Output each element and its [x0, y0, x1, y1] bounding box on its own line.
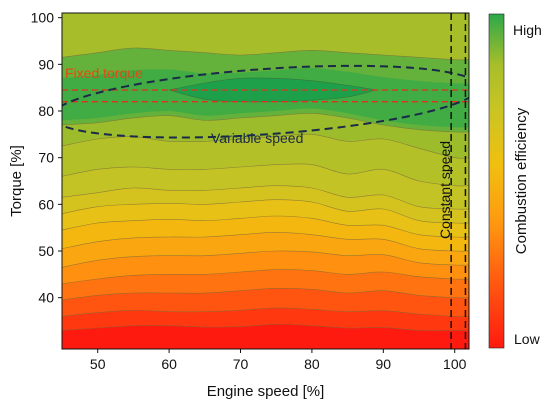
y-tick-label-60: 60	[38, 196, 54, 212]
plot-frame	[61, 12, 470, 350]
colorbar-title: Combustion efficiency	[513, 107, 530, 254]
colorbar-high-label: High	[513, 22, 542, 38]
contour-line-6	[62, 232, 469, 252]
contour-line-7	[62, 215, 469, 238]
contour-line-3	[62, 287, 469, 301]
contour-line-4	[62, 269, 469, 284]
y-axis: 40 50 60 70 80 90 100	[31, 10, 62, 306]
x-tick-label-100: 100	[443, 356, 467, 372]
x-tick-label-50: 50	[90, 356, 106, 372]
y-tick-label-40: 40	[38, 290, 54, 306]
contour-band-upper	[62, 13, 469, 60]
colorbar-low-label: Low	[514, 331, 541, 347]
variable-speed-ellipse	[62, 64, 469, 139]
variable-speed-label: Variable speed	[211, 130, 303, 146]
annotations	[62, 13, 469, 349]
y-tick-label-50: 50	[38, 243, 54, 259]
contour-line-2	[62, 307, 469, 317]
x-axis: 50 60 70 80 90 100	[90, 349, 467, 372]
y-tick-label-70: 70	[38, 150, 54, 166]
x-tick-label-70: 70	[233, 356, 249, 372]
contour-line-9	[62, 185, 469, 210]
contour-line-5	[62, 250, 469, 268]
contour-bands	[62, 13, 469, 331]
contour-line-10	[62, 163, 469, 187]
y-axis-label: Torque [%]	[8, 145, 25, 217]
contour-line-13	[62, 47, 469, 61]
x-tick-label-80: 80	[304, 356, 320, 372]
x-tick-label-60: 60	[161, 356, 177, 372]
contour-line-12	[62, 112, 469, 133]
colorbar	[488, 13, 505, 349]
contour-line-1	[62, 323, 469, 331]
y-tick-label-90: 90	[38, 56, 54, 72]
fixed-torque-label: Fixed torque	[65, 65, 143, 81]
x-tick-label-90: 90	[376, 356, 392, 372]
y-tick-label-80: 80	[38, 103, 54, 119]
contour-line-8	[62, 199, 469, 224]
constant-speed-label: Constant speed	[437, 141, 453, 239]
x-axis-label: Engine speed [%]	[207, 383, 325, 400]
y-tick-label-100: 100	[31, 10, 55, 26]
